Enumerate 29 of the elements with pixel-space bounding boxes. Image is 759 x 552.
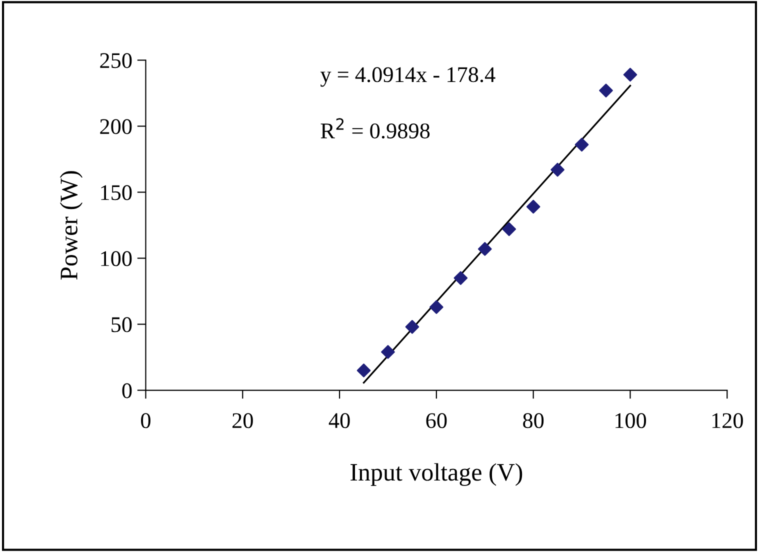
x-tick-label: 80 [523, 413, 544, 428]
x-tick-label: 60 [426, 413, 447, 428]
y-tick-label: 100 [101, 251, 132, 266]
point [405, 320, 420, 334]
point [502, 222, 516, 236]
y-tick-label: 50 [112, 317, 132, 332]
point [381, 345, 395, 359]
point [574, 138, 589, 152]
point [599, 84, 613, 98]
point [550, 162, 564, 177]
x-tick-label: 40 [328, 413, 350, 428]
point [526, 200, 540, 214]
y-tick-label: 150 [101, 185, 132, 200]
x-tick-label: 100 [616, 413, 646, 428]
y-tick-label: 0 [122, 383, 132, 398]
y-tick-label: 200 [100, 119, 132, 134]
y-tick-label: 250 [100, 53, 132, 68]
x-axis-title: Input voltage (V) [350, 463, 522, 486]
annotation: y = 4.0914x - 178.4 [320, 67, 496, 87]
annotation: R$^{2}$ = 0.9898 [320, 118, 430, 139]
point [430, 300, 444, 314]
x-tick-label: 120 [712, 413, 743, 428]
x-tick-label: 20 [232, 413, 253, 428]
point [478, 242, 492, 256]
x-tick-label: 0 [141, 413, 150, 428]
point [356, 364, 371, 378]
point [623, 68, 638, 82]
y-axis-title: Power (W) [60, 171, 83, 280]
point [454, 271, 468, 285]
